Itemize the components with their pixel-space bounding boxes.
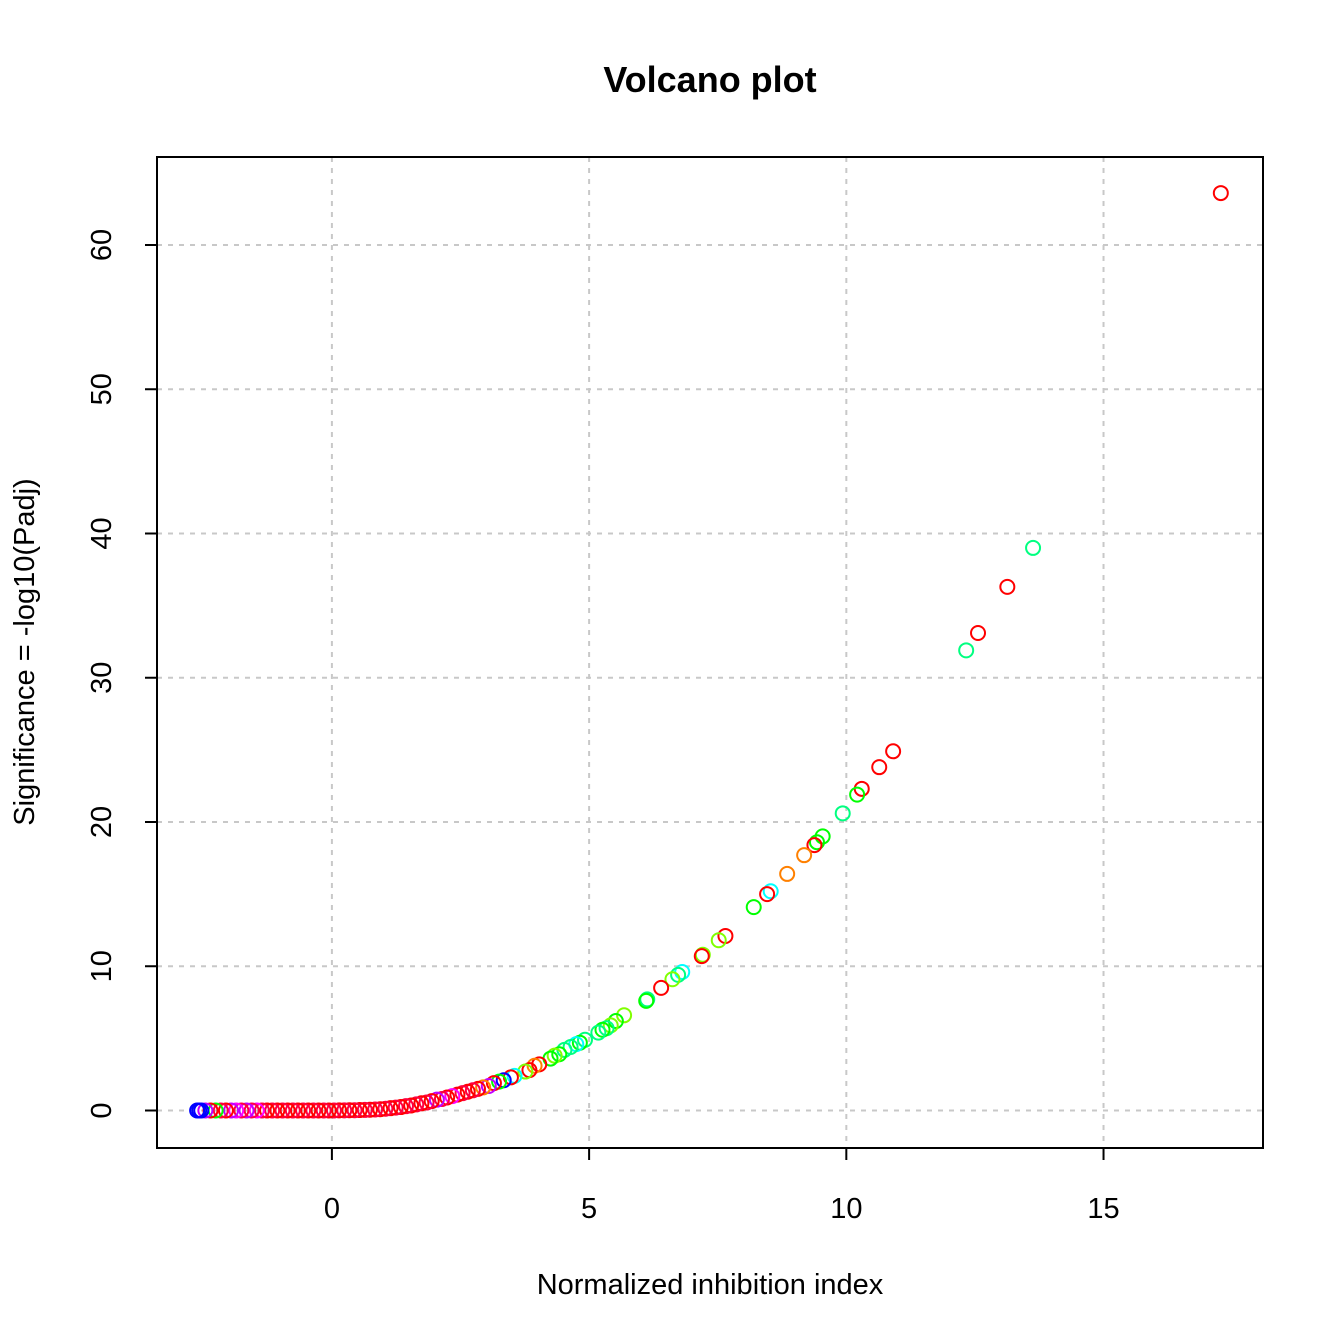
data-point (382, 1100, 399, 1117)
data-point (796, 847, 813, 864)
data-point (377, 1100, 394, 1117)
data-point (223, 1102, 240, 1119)
x-axis: 0 5 10 15 (324, 1148, 1120, 1225)
data-point (351, 1102, 368, 1119)
y-tick-label: 60 (86, 229, 118, 261)
data-point (331, 1102, 348, 1119)
data-point (397, 1098, 414, 1115)
data-point (310, 1102, 327, 1119)
data-point (762, 883, 779, 900)
data-point (336, 1102, 353, 1119)
data-point (638, 992, 655, 1009)
data-point (264, 1102, 281, 1119)
data-point (958, 642, 975, 659)
data-point (320, 1102, 337, 1119)
data-point (243, 1102, 260, 1119)
data-point (433, 1090, 450, 1107)
data-point (295, 1102, 312, 1119)
data-point (189, 1102, 206, 1119)
data-point (970, 625, 987, 642)
data-point (274, 1102, 291, 1119)
data-point (999, 578, 1016, 595)
data-point (325, 1102, 342, 1119)
data-point (289, 1102, 306, 1119)
data-point (808, 834, 825, 851)
data-point (693, 948, 710, 965)
x-tick-label: 5 (581, 1193, 597, 1225)
data-point (248, 1102, 265, 1119)
data-point (392, 1099, 409, 1116)
x-tick-label: 0 (324, 1193, 340, 1225)
data-point (253, 1102, 270, 1119)
data-point (779, 865, 796, 882)
data-point (315, 1102, 332, 1119)
data-point (759, 886, 776, 903)
data-point (233, 1102, 250, 1119)
data-point (594, 1021, 611, 1038)
data-point (1212, 185, 1229, 202)
data-point (1025, 539, 1042, 556)
data-point (356, 1101, 373, 1118)
data-point (269, 1102, 286, 1119)
data-point (834, 805, 851, 822)
chart-title: Volcano plot (603, 59, 816, 100)
x-axis-label: Normalized inhibition index (537, 1269, 884, 1301)
data-point (217, 1102, 234, 1119)
y-tick-label: 20 (86, 806, 118, 838)
data-point (387, 1099, 404, 1116)
data-point (279, 1102, 296, 1119)
x-tick-label: 15 (1087, 1193, 1119, 1225)
data-point (367, 1101, 384, 1118)
grid-lines (157, 157, 1263, 1148)
data-point (341, 1102, 358, 1119)
data-point (616, 1007, 633, 1024)
data-point (590, 1024, 607, 1041)
data-point (745, 899, 762, 916)
data-point (300, 1102, 317, 1119)
data-point (403, 1097, 420, 1114)
data-point (546, 1047, 563, 1064)
data-point (653, 979, 670, 996)
y-tick-label: 50 (86, 373, 118, 405)
data-point (806, 837, 823, 854)
data-point (212, 1102, 229, 1119)
y-axis-label: Significance = -log10(Padj) (9, 478, 41, 825)
data-point (517, 1063, 534, 1080)
y-tick-label: 40 (86, 517, 118, 549)
data-point (305, 1102, 322, 1119)
y-axis: 0 10 20 30 40 50 60 (86, 229, 157, 1119)
data-point (418, 1094, 435, 1111)
data-point (885, 743, 902, 760)
data-point (849, 786, 866, 803)
data-point (284, 1102, 301, 1119)
plot-frame (156, 156, 1264, 1149)
data-point (372, 1101, 389, 1118)
x-tick-label: 10 (830, 1193, 862, 1225)
data-point (197, 1102, 214, 1119)
data-point (346, 1102, 363, 1119)
data-points (189, 185, 1229, 1119)
data-point (710, 932, 727, 949)
data-point (361, 1101, 378, 1118)
data-point (871, 759, 888, 776)
data-point (259, 1102, 276, 1119)
data-point (814, 828, 831, 845)
y-tick-label: 10 (86, 950, 118, 982)
data-point (228, 1102, 245, 1119)
y-tick-label: 0 (86, 1102, 118, 1118)
y-tick-label: 30 (86, 662, 118, 694)
data-point (238, 1102, 255, 1119)
data-point (602, 1017, 619, 1034)
data-point (664, 971, 681, 988)
